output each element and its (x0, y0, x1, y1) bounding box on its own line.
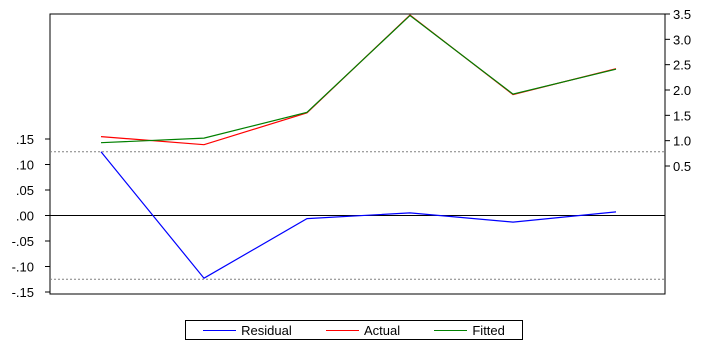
right-tick-label: 3.5 (673, 7, 691, 22)
legend-label-residual: Residual (241, 322, 292, 338)
left-tick-label: -.10 (12, 260, 34, 275)
right-tick-label: 0.5 (673, 159, 691, 174)
legend-swatch-actual (325, 329, 359, 331)
series-line-residual (100, 151, 617, 279)
legend-label-fitted: Fitted (472, 322, 505, 338)
series-lines (100, 14, 617, 279)
legend-label-actual: Actual (363, 322, 401, 338)
left-tick-label: .05 (16, 183, 34, 198)
legend-item-actual: Actual (325, 322, 401, 338)
legend-swatch-residual (203, 329, 237, 331)
plot-area (49, 13, 666, 295)
right-tick-label: 1.5 (673, 108, 691, 123)
right-tick-label: 1.0 (673, 134, 691, 149)
legend: Residual Actual Fitted (185, 320, 523, 340)
left-tick-label: -.05 (12, 234, 34, 249)
left-tick-label: .00 (16, 209, 34, 224)
left-tick-label: -.15 (12, 285, 34, 300)
legend-item-fitted: Fitted (434, 323, 505, 338)
right-tick-label: 2.5 (673, 58, 691, 73)
left-axis: .15 .10 .05 .00 -.05 -.10 -.15 (12, 132, 50, 300)
legend-item-residual: Residual (203, 323, 292, 338)
left-tick-label: .15 (16, 132, 34, 147)
legend-swatch-fitted (434, 329, 468, 331)
left-tick-label: .10 (16, 158, 34, 173)
right-tick-label: 2.0 (673, 83, 691, 98)
right-axis: 3.5 3.0 2.5 2.0 1.5 1.0 0.5 (665, 7, 691, 174)
right-tick-label: 3.0 (673, 32, 691, 47)
series-line-fitted (100, 14, 617, 144)
